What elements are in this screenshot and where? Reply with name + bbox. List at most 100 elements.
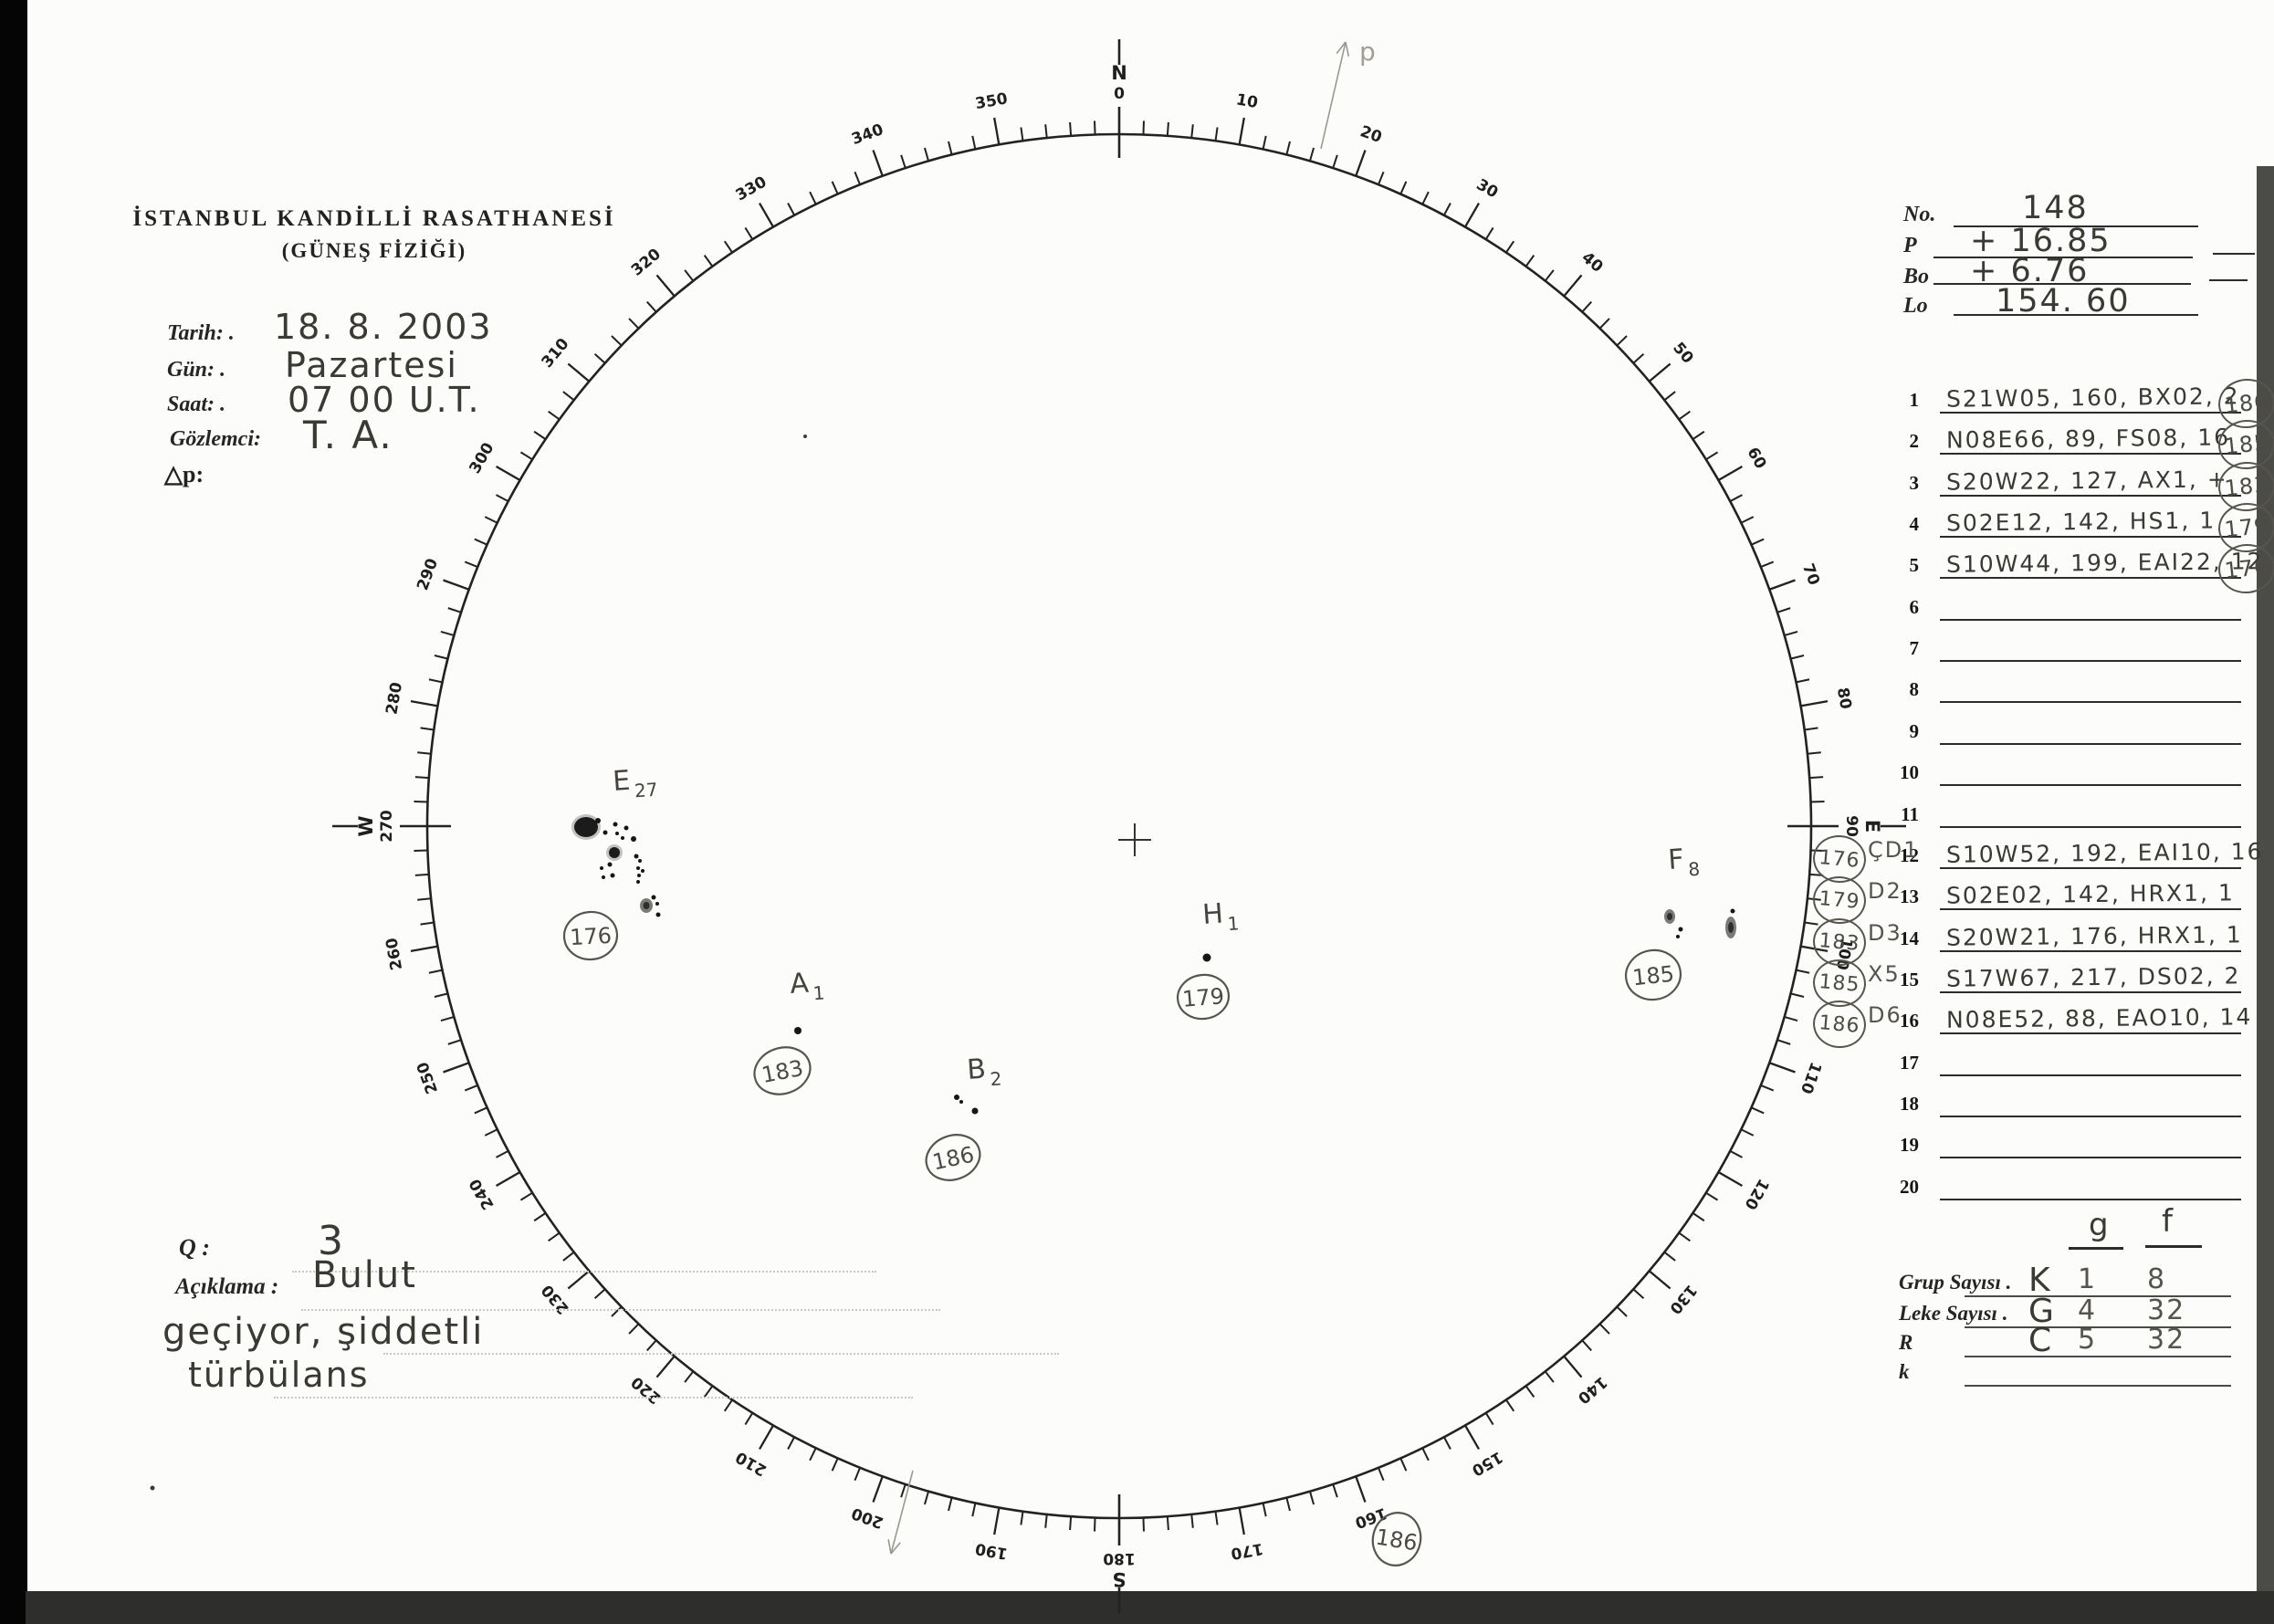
minor-degree-tick	[809, 1447, 817, 1462]
minor-degree-tick	[417, 751, 432, 755]
minor-degree-tick	[628, 1323, 640, 1335]
minor-degree-tick	[1069, 1516, 1073, 1531]
minor-degree-tick	[548, 1231, 561, 1242]
major-degree-tick	[1238, 1507, 1245, 1535]
summary-underline	[1965, 1295, 2231, 1297]
remarks-dotted-line3	[274, 1397, 913, 1399]
row-note: X5	[1868, 960, 1901, 987]
summary-f-value: 32	[2147, 1324, 2186, 1356]
no-label: No.	[1903, 203, 1936, 226]
minor-degree-tick	[414, 849, 428, 852]
cardinal-degree-label: 90	[1842, 815, 1860, 837]
minor-degree-tick	[1332, 1483, 1338, 1498]
minor-degree-tick	[684, 1370, 695, 1383]
row-number: 17	[1900, 1051, 1919, 1074]
minor-degree-tick	[562, 391, 575, 402]
minor-degree-tick	[484, 516, 498, 524]
minor-degree-tick	[611, 1305, 623, 1317]
major-degree-tick	[993, 1507, 1001, 1535]
cardinal-letter: S	[1112, 1568, 1126, 1590]
major-degree-tick	[1563, 274, 1583, 298]
minor-degree-tick	[1810, 849, 1825, 852]
summary-label: Grup Sayısı .	[1899, 1271, 2012, 1294]
minor-degree-tick	[1692, 1212, 1705, 1222]
minor-degree-tick	[1581, 1339, 1592, 1352]
major-degree-tick	[872, 1475, 884, 1503]
row-line	[1940, 1115, 2241, 1117]
cardinal-letter: W	[355, 815, 377, 836]
sunspot	[602, 875, 605, 879]
row-note: D6	[1868, 1002, 1902, 1029]
row-line	[1940, 453, 2241, 456]
row-number: 6	[1909, 595, 1920, 618]
minor-degree-tick	[1190, 124, 1194, 139]
row-number: 12	[1900, 843, 1919, 866]
minor-degree-tick	[593, 1288, 606, 1299]
degree-label: 80	[1833, 686, 1855, 711]
minor-degree-tick	[440, 1015, 455, 1022]
minor-degree-tick	[1804, 921, 1818, 926]
g-column-header: g	[2089, 1207, 2111, 1243]
minor-degree-tick	[948, 141, 953, 155]
minor-degree-tick	[1505, 1399, 1515, 1412]
day-value: Pazartesi	[285, 345, 458, 385]
row-line	[1940, 1198, 2241, 1200]
minor-degree-tick	[496, 1149, 509, 1158]
minor-degree-tick	[1616, 335, 1628, 347]
row-line	[1940, 866, 2241, 869]
major-degree-tick	[443, 1062, 470, 1074]
major-degree-tick	[759, 202, 774, 228]
minor-degree-tick	[533, 1212, 547, 1222]
major-degree-tick	[1464, 1424, 1480, 1451]
observatory-title: İSTANBUL KANDİLLİ RASATHANESİ	[132, 206, 616, 231]
cardinal-degree-label: 180	[1103, 1549, 1136, 1567]
row-number: 8	[1909, 678, 1920, 701]
minor-degree-tick	[1751, 538, 1765, 546]
minor-degree-tick	[1705, 451, 1719, 461]
quality-label: Q :	[179, 1234, 210, 1261]
observatory-subtitle: (GÜNEŞ FİZİĞİ)	[281, 239, 467, 262]
minor-degree-tick	[1285, 1497, 1291, 1512]
row-line	[1940, 949, 2241, 952]
minor-degree-tick	[1142, 120, 1145, 135]
major-degree-tick	[1355, 1475, 1367, 1503]
pencil-arrow-label: p	[1359, 37, 1376, 67]
minor-degree-tick	[1790, 655, 1805, 660]
observer-label: Gözlemci:	[170, 427, 261, 451]
f-underline	[2145, 1245, 2202, 1248]
major-degree-tick	[1768, 579, 1796, 591]
major-degree-tick	[1648, 362, 1671, 382]
time-label: Saat: .	[167, 393, 226, 416]
minor-degree-tick	[1442, 1436, 1451, 1450]
minor-degree-tick	[787, 203, 796, 216]
minor-degree-tick	[1421, 1447, 1430, 1462]
minor-degree-tick	[809, 191, 817, 205]
minor-degree-tick	[428, 678, 443, 684]
summary-underline	[1965, 1356, 2231, 1357]
date-value: 18. 8. 2003	[274, 307, 493, 347]
group-number-circle	[562, 910, 619, 961]
major-degree-tick	[1464, 202, 1480, 228]
major-degree-tick	[495, 466, 521, 481]
minor-degree-tick	[1678, 1231, 1691, 1242]
minor-degree-tick	[948, 1497, 953, 1512]
minor-degree-tick	[548, 410, 561, 421]
sunspot	[1667, 913, 1672, 920]
group-number-circle	[753, 1046, 812, 1095]
minor-degree-tick	[923, 1491, 930, 1505]
row-number: 7	[1909, 637, 1920, 660]
minor-degree-tick	[1790, 992, 1805, 998]
sunspot	[655, 902, 659, 906]
minor-degree-tick	[1378, 1467, 1385, 1482]
row-number: 2	[1909, 430, 1920, 453]
minor-degree-tick	[854, 1467, 861, 1482]
row-number: 5	[1909, 554, 1920, 577]
sunspot	[794, 1027, 802, 1034]
row-number: 1	[1909, 389, 1920, 411]
major-degree-tick	[443, 579, 470, 591]
p-underline	[1933, 257, 2193, 258]
sunspot	[959, 1100, 963, 1104]
summary-f-value: 32	[2147, 1294, 2186, 1326]
